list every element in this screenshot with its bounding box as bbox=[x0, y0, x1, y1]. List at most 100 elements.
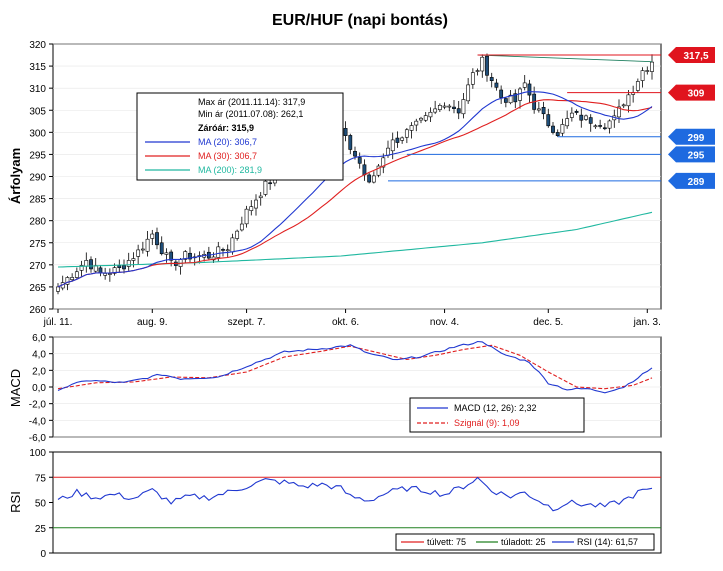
rsi-legend: túlvett: 75 túladott: 25 RSI (14): 61,57 bbox=[395, 533, 655, 551]
candle-body bbox=[258, 195, 263, 198]
candle-body bbox=[541, 107, 546, 115]
macd-ytick-label: -6,0 bbox=[29, 433, 47, 444]
candle-body bbox=[607, 120, 612, 129]
candle-body bbox=[400, 137, 405, 141]
info-min: Min ár (2011.07.08): 262,1 bbox=[198, 109, 303, 119]
candle-body bbox=[371, 175, 376, 183]
candle-body bbox=[155, 232, 159, 246]
candle-body bbox=[367, 174, 372, 183]
macd-ytick-label: 4,0 bbox=[32, 350, 46, 361]
rsi-ytick-label: 50 bbox=[35, 499, 47, 510]
macd-ytick-label: -4,0 bbox=[29, 416, 47, 427]
candle-body bbox=[527, 83, 532, 96]
candle-body bbox=[112, 267, 117, 274]
price-xtick-label: jan. 3. bbox=[633, 317, 661, 328]
candle-body bbox=[225, 249, 230, 252]
level-tag bbox=[668, 47, 715, 64]
info-close: Záróár: 315,9 bbox=[198, 123, 254, 133]
candle-body bbox=[348, 135, 353, 150]
chart-title: EUR/HUF (napi bontás) bbox=[272, 12, 448, 29]
candle-body bbox=[645, 70, 650, 72]
price-ytick-label: 280 bbox=[29, 217, 46, 228]
candle-body bbox=[419, 117, 423, 121]
candle-body bbox=[84, 260, 89, 267]
candle-body bbox=[555, 132, 560, 136]
candle-body bbox=[456, 108, 461, 114]
price-ytick-label: 265 bbox=[29, 283, 46, 294]
rsi-axis-label: RSI bbox=[8, 491, 23, 513]
candle-body bbox=[89, 259, 93, 270]
macd-legend: MACD (12, 26): 2,32 Szignál (9): 1,09 bbox=[409, 397, 585, 433]
price-ytick-label: 310 bbox=[29, 84, 46, 95]
candle-body bbox=[433, 108, 438, 113]
candle-body bbox=[461, 99, 466, 115]
candle-body bbox=[588, 117, 593, 124]
candle-body bbox=[70, 277, 75, 280]
candle-body bbox=[475, 70, 480, 72]
rsi-ytick-label: 0 bbox=[40, 549, 46, 560]
candle-body bbox=[188, 252, 192, 260]
candle-body bbox=[650, 61, 654, 72]
level-tag bbox=[668, 172, 715, 189]
candle-body bbox=[183, 251, 188, 260]
macd-ytick-label: 6,0 bbox=[32, 333, 46, 344]
candle-body bbox=[551, 125, 555, 133]
info-ma30: MA (30): 306,7 bbox=[198, 151, 257, 161]
price-ytick-label: 285 bbox=[29, 195, 46, 206]
macd-legend-macd: MACD (12, 26): 2,32 bbox=[454, 403, 537, 413]
candle-body bbox=[640, 70, 645, 81]
rsi-ytick-label: 25 bbox=[35, 524, 47, 535]
candle-body bbox=[376, 165, 381, 176]
price-xtick-label: okt. 6. bbox=[332, 317, 359, 328]
candle-body bbox=[574, 111, 579, 113]
candle-body bbox=[621, 104, 626, 107]
candle-body bbox=[593, 125, 598, 128]
macd-ytick-label: 0,0 bbox=[32, 383, 46, 394]
price-ytick-label: 270 bbox=[29, 261, 46, 272]
candle-body bbox=[522, 82, 527, 88]
trendline bbox=[477, 54, 653, 63]
candle-body bbox=[216, 246, 221, 258]
candle-body bbox=[239, 223, 244, 231]
macd-legend-signal: Szignál (9): 1,09 bbox=[454, 418, 520, 428]
candle-body bbox=[221, 249, 225, 251]
rsi-legend-oversold: túladott: 25 bbox=[501, 537, 546, 547]
candle-body bbox=[626, 94, 631, 107]
candle-body bbox=[470, 72, 475, 85]
candle-body bbox=[513, 93, 518, 103]
candle-body bbox=[117, 265, 122, 269]
candle-body bbox=[579, 114, 584, 121]
price-ytick-label: 295 bbox=[29, 150, 46, 161]
candle-body bbox=[244, 208, 249, 225]
ma20-line bbox=[57, 91, 653, 288]
rsi-panel: 0 25 50 75 100 bbox=[29, 448, 661, 560]
candle-body bbox=[254, 199, 258, 209]
rsi-legend-overbought: túlvett: 75 bbox=[427, 537, 466, 547]
candle-body bbox=[230, 237, 235, 253]
candle-body bbox=[536, 108, 541, 111]
candle-body bbox=[485, 55, 489, 76]
candle-body bbox=[584, 115, 588, 120]
info-max: Max ár (2011.11.14): 317,9 bbox=[198, 97, 305, 107]
candle-body bbox=[126, 260, 131, 267]
candle-body bbox=[518, 88, 522, 101]
candle-body bbox=[499, 89, 504, 98]
level-tag-label: 295 bbox=[688, 150, 705, 161]
candle-body bbox=[494, 82, 499, 88]
candle-body bbox=[136, 249, 141, 257]
level-tag bbox=[668, 84, 715, 101]
candle-body bbox=[480, 56, 485, 72]
level-tag-label: 299 bbox=[688, 133, 705, 144]
candle-body bbox=[343, 128, 348, 136]
candle-body bbox=[150, 233, 155, 239]
candle-body bbox=[546, 114, 551, 127]
candle-body bbox=[381, 157, 386, 168]
candle-body bbox=[395, 137, 400, 143]
candle-body bbox=[79, 265, 84, 271]
price-ytick-label: 320 bbox=[29, 40, 46, 51]
candle-body bbox=[164, 252, 169, 255]
candle-body bbox=[249, 206, 254, 211]
level-tag bbox=[668, 128, 715, 145]
candle-body bbox=[56, 286, 60, 292]
